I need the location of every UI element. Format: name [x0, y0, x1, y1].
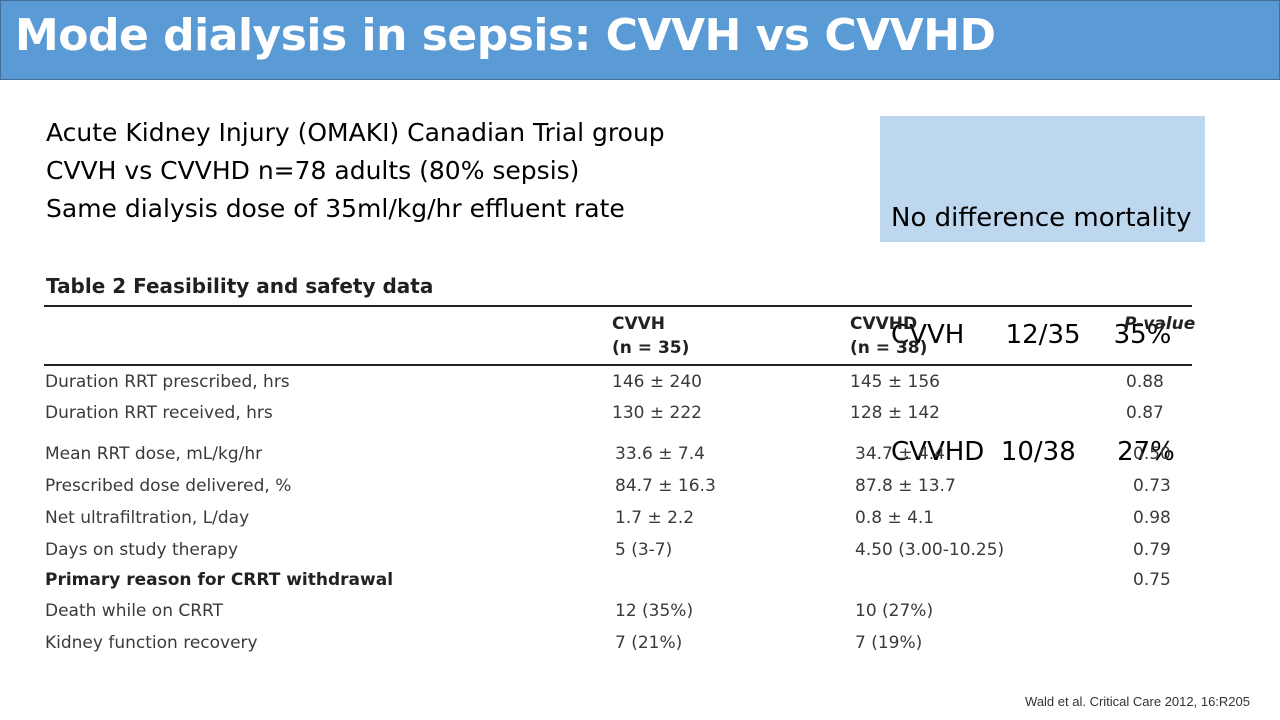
table-cell-pvalue: 0.87	[1126, 403, 1164, 423]
table-cell-cvvh: 1.7 ± 2.2	[615, 508, 695, 528]
table-title: Table 2 Feasibility and safety data	[46, 274, 434, 298]
table-top-rule	[44, 305, 1192, 307]
table-cell-cvvhd: 87.8 ± 13.7	[855, 476, 956, 496]
table-cell-cvvh: 7 (21%)	[615, 633, 683, 653]
table-cell-cvvhd: 0.8 ± 4.1	[855, 508, 935, 528]
table-cell-cvvh: 12 (35%)	[615, 601, 694, 621]
mortality-box: No difference mortality CVVH 12/35 35% C…	[880, 116, 1205, 467]
slide-title: Mode dialysis in sepsis: CVVH vs CVVHD	[15, 10, 996, 61]
intro-line: Same dialysis dose of 35ml/kg/hr effluen…	[46, 194, 625, 223]
table-cell-pvalue: 0.88	[1126, 372, 1164, 392]
table-row-label: Death while on CRRT	[45, 601, 224, 621]
table-row-label: Mean RRT dose, mL/kg/hr	[45, 444, 263, 464]
table-cell-pvalue: 0.75	[1133, 570, 1171, 590]
mortality-cvvh: CVVH 12/35 35%	[891, 320, 1172, 350]
citation: Wald et al. Critical Care 2012, 16:R205	[1025, 694, 1250, 709]
table-cell-cvvhd: 10 (27%)	[855, 601, 934, 621]
table-row-label: Primary reason for CRRT withdrawal	[45, 570, 394, 590]
table-cell-cvvhd: 145 ± 156	[850, 372, 940, 392]
header-pvalue: P-value	[1124, 314, 1196, 334]
table-row-label: Duration RRT prescribed, hrs	[45, 372, 290, 392]
header-cvvhd: CVVHD	[850, 314, 918, 334]
table-row-label: Days on study therapy	[45, 540, 239, 560]
mortality-heading: No difference mortality	[891, 203, 1192, 233]
table-cell-cvvh: 5 (3-7)	[615, 540, 673, 560]
table-cell-pvalue: 0.98	[1133, 508, 1171, 528]
table-row-label: Duration RRT received, hrs	[45, 403, 273, 423]
table-header-rule	[44, 364, 1192, 366]
table-row-label: Kidney function recovery	[45, 633, 258, 653]
table-cell-pvalue: 0.79	[1133, 540, 1171, 560]
title-bar: Mode dialysis in sepsis: CVVH vs CVVHD	[0, 0, 1280, 80]
table-cell-cvvhd: 34.7 ± 4.4	[855, 444, 945, 464]
header-cvvhd-n: (n = 38)	[850, 338, 928, 358]
table-cell-cvvh: 146 ± 240	[612, 372, 702, 392]
mortality-cvvhd: CVVHD 10/38 27%	[891, 437, 1175, 467]
table-cell-cvvhd: 128 ± 142	[850, 403, 940, 423]
intro-line: CVVH vs CVVHD n=78 adults (80% sepsis)	[46, 156, 580, 185]
table-cell-cvvh: 130 ± 222	[612, 403, 702, 423]
intro-line: Acute Kidney Injury (OMAKI) Canadian Tri…	[46, 118, 665, 147]
table-row-label: Net ultrafiltration, L/day	[45, 508, 250, 528]
header-cvvh-n: (n = 35)	[612, 338, 690, 358]
table-cell-cvvhd: 4.50 (3.00-10.25)	[855, 540, 1005, 560]
table-cell-cvvh: 84.7 ± 16.3	[615, 476, 716, 496]
table-cell-pvalue: 0.50	[1133, 444, 1171, 464]
table-cell-cvvhd: 7 (19%)	[855, 633, 923, 653]
table-cell-cvvh: 33.6 ± 7.4	[615, 444, 705, 464]
header-cvvh: CVVH	[612, 314, 666, 334]
table-cell-pvalue: 0.73	[1133, 476, 1171, 496]
table-row-label: Prescribed dose delivered, %	[45, 476, 292, 496]
intro-text: Acute Kidney Injury (OMAKI) Canadian Tri…	[46, 114, 665, 228]
